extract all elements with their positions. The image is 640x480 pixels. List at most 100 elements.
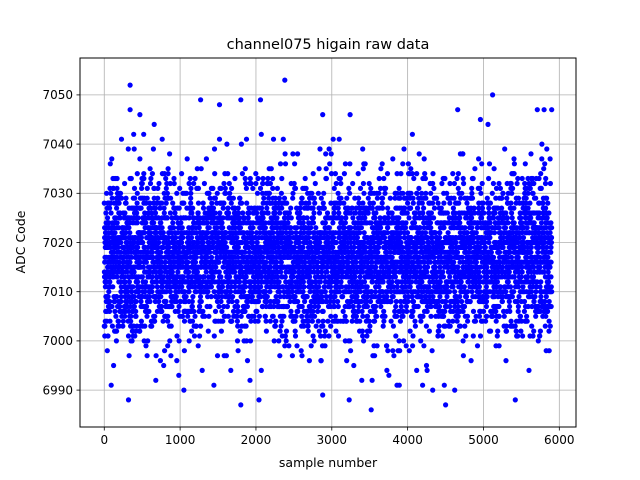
data-point xyxy=(315,303,321,310)
data-point xyxy=(429,348,435,354)
data-point xyxy=(436,328,442,334)
data-point xyxy=(357,185,364,191)
data-point xyxy=(324,269,330,275)
data-point xyxy=(400,313,406,319)
data-point xyxy=(309,318,315,324)
data-point xyxy=(173,235,179,241)
data-point xyxy=(473,259,479,265)
data-point xyxy=(234,298,240,305)
data-point xyxy=(118,239,124,246)
data-point xyxy=(167,338,173,344)
data-point xyxy=(170,220,176,226)
data-point xyxy=(175,269,181,275)
data-point xyxy=(179,225,185,231)
data-point xyxy=(267,318,273,324)
data-point xyxy=(357,318,363,324)
data-point xyxy=(207,249,213,255)
data-point xyxy=(126,353,132,359)
data-point xyxy=(331,185,337,191)
data-point xyxy=(163,175,169,182)
data-point xyxy=(267,289,273,295)
data-point xyxy=(277,328,283,334)
data-point xyxy=(351,244,357,250)
data-point xyxy=(385,225,391,231)
data-point xyxy=(289,353,295,359)
data-point xyxy=(137,328,143,334)
data-point xyxy=(155,244,161,250)
data-point xyxy=(384,367,390,373)
data-point xyxy=(393,303,399,310)
data-point xyxy=(454,249,461,255)
data-point xyxy=(165,318,171,324)
data-point xyxy=(390,156,396,162)
data-point xyxy=(332,171,338,177)
data-point xyxy=(249,294,255,300)
data-point xyxy=(381,308,387,314)
data-point xyxy=(144,313,150,319)
data-point xyxy=(310,215,316,221)
data-point xyxy=(185,259,191,265)
data-point xyxy=(206,190,212,196)
data-point xyxy=(396,185,402,191)
data-point xyxy=(160,318,166,324)
data-point xyxy=(107,318,113,324)
data-point xyxy=(150,254,156,260)
data-point xyxy=(205,328,211,334)
data-point xyxy=(244,200,250,206)
data-point xyxy=(444,190,450,196)
data-point xyxy=(118,298,124,305)
data-point xyxy=(227,289,234,295)
data-point xyxy=(295,151,301,157)
data-point xyxy=(360,146,366,152)
data-point xyxy=(469,289,475,295)
data-point xyxy=(192,175,198,182)
data-point xyxy=(389,254,395,260)
data-point xyxy=(129,338,135,344)
data-point xyxy=(109,323,115,329)
data-point xyxy=(195,210,201,216)
data-point xyxy=(472,166,478,172)
data-point xyxy=(176,249,183,255)
data-point xyxy=(400,190,406,196)
data-point xyxy=(112,308,118,314)
data-point xyxy=(112,230,118,236)
data-point xyxy=(122,279,128,285)
data-point xyxy=(383,185,389,191)
data-point xyxy=(403,220,409,226)
data-point xyxy=(421,343,427,349)
data-point xyxy=(477,274,483,280)
data-point xyxy=(149,274,155,280)
data-point xyxy=(114,294,120,300)
data-point xyxy=(471,205,477,211)
data-point xyxy=(174,333,180,339)
data-point xyxy=(397,318,403,324)
data-point xyxy=(326,225,332,231)
data-point xyxy=(376,284,382,290)
data-point xyxy=(282,274,288,280)
data-point xyxy=(200,200,206,206)
data-point xyxy=(380,195,386,201)
data-point xyxy=(401,146,407,152)
data-point xyxy=(218,274,224,280)
data-point xyxy=(278,190,284,196)
data-point xyxy=(182,289,188,295)
data-point xyxy=(216,269,222,275)
data-point xyxy=(242,166,248,172)
data-point xyxy=(128,175,134,182)
data-point xyxy=(253,171,259,177)
data-point xyxy=(156,298,162,305)
data-point xyxy=(190,294,196,300)
data-point xyxy=(140,239,146,246)
data-point xyxy=(173,294,179,300)
data-point xyxy=(328,151,334,157)
data-point xyxy=(455,313,461,319)
data-point xyxy=(360,180,366,187)
data-point xyxy=(199,367,205,373)
data-point xyxy=(188,235,195,241)
data-point xyxy=(264,294,270,300)
data-point xyxy=(366,180,372,187)
data-point xyxy=(267,264,273,270)
data-point xyxy=(311,210,317,216)
data-point xyxy=(388,318,394,324)
data-point xyxy=(258,284,264,290)
